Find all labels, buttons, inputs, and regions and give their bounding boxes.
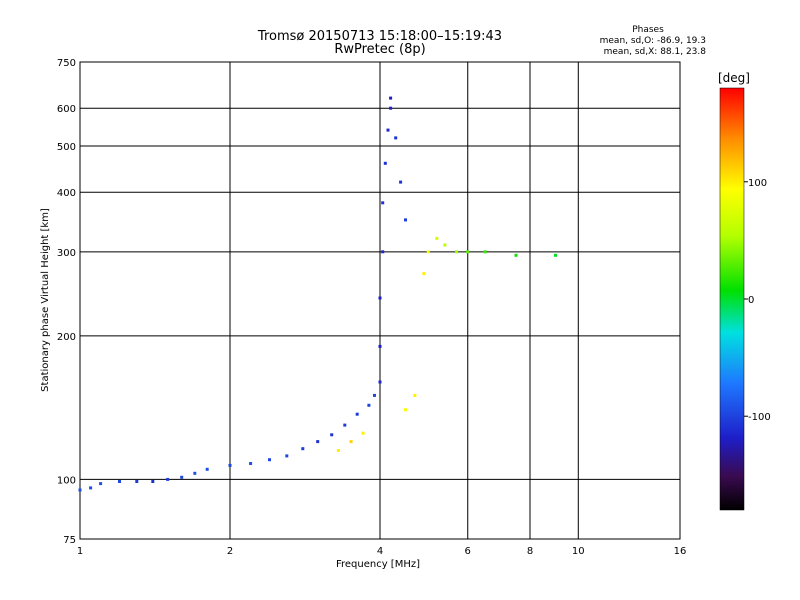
x-tick-label: 4 bbox=[377, 546, 383, 557]
data-point bbox=[205, 467, 209, 471]
data-point bbox=[389, 106, 393, 110]
data-point bbox=[228, 463, 232, 467]
y-tick-label: 100 bbox=[57, 475, 76, 486]
y-tick-label: 600 bbox=[57, 104, 76, 115]
x-tick-label: 6 bbox=[465, 546, 471, 557]
colorbar-label: [deg] bbox=[718, 71, 750, 85]
data-point bbox=[193, 471, 197, 475]
data-point bbox=[180, 475, 184, 479]
data-point bbox=[399, 180, 403, 184]
data-point bbox=[99, 482, 103, 486]
y-tick-label: 400 bbox=[57, 188, 76, 199]
data-point bbox=[135, 480, 139, 483]
data-point bbox=[118, 480, 121, 483]
y-tick-label: 200 bbox=[57, 332, 76, 343]
x-axis-label: Frequency [MHz] bbox=[336, 559, 420, 570]
data-point bbox=[151, 480, 155, 483]
x-tick-label: 2 bbox=[227, 546, 233, 557]
data-point bbox=[404, 408, 407, 412]
data-point bbox=[422, 272, 426, 276]
x-tick-label: 10 bbox=[572, 546, 585, 557]
chart-subtitle: RwPretec (8p) bbox=[334, 42, 425, 57]
data-point bbox=[316, 440, 320, 444]
data-point bbox=[378, 296, 382, 300]
data-point bbox=[378, 344, 382, 348]
data-point bbox=[301, 447, 305, 451]
colorbar-tick-label: 0 bbox=[748, 295, 754, 306]
data-point bbox=[386, 128, 390, 132]
stats-line-x: mean, sd,X: 88.1, 23.8 bbox=[604, 47, 707, 57]
data-point bbox=[78, 488, 82, 492]
x-tick-labels: 1 2 4 6 8 10 16 bbox=[77, 546, 687, 557]
data-point bbox=[455, 250, 459, 254]
data-point bbox=[443, 243, 447, 247]
colorbar-tick-label: -100 bbox=[748, 412, 771, 423]
chart-title: Tromsø 20150713 15:18:00–15:19:43 bbox=[257, 29, 502, 44]
data-point bbox=[355, 412, 359, 416]
data-point bbox=[404, 218, 407, 222]
data-point bbox=[514, 253, 518, 257]
data-point bbox=[383, 161, 387, 165]
data-point bbox=[349, 440, 353, 444]
data-point bbox=[413, 393, 417, 397]
data-point bbox=[483, 250, 487, 254]
data-point bbox=[554, 253, 557, 257]
data-point bbox=[330, 433, 334, 437]
data-point bbox=[361, 431, 365, 435]
data-point bbox=[285, 454, 289, 458]
y-tick-label: 300 bbox=[57, 248, 76, 259]
data-point bbox=[268, 458, 271, 462]
data-point bbox=[394, 136, 398, 140]
y-axis-label: Stationary phase Virtual Height [km] bbox=[40, 208, 51, 392]
data-point bbox=[166, 477, 170, 481]
colorbar bbox=[719, 87, 745, 511]
data-point bbox=[343, 423, 347, 427]
data-point bbox=[373, 393, 376, 397]
data-points bbox=[78, 96, 557, 492]
x-tick-label: 1 bbox=[77, 546, 83, 557]
data-point bbox=[381, 201, 385, 205]
data-point bbox=[389, 96, 393, 100]
data-point bbox=[426, 250, 430, 254]
stats-line-o: mean, sd,O: -86.9, 19.3 bbox=[600, 36, 706, 46]
data-point bbox=[466, 250, 470, 254]
data-point bbox=[249, 462, 253, 465]
y-tick-label: 75 bbox=[63, 535, 76, 546]
x-tick-label: 16 bbox=[674, 546, 687, 557]
stats-header: Phases bbox=[632, 25, 664, 35]
data-point bbox=[381, 250, 385, 254]
data-point bbox=[435, 236, 439, 240]
y-tick-label: 750 bbox=[57, 58, 76, 69]
data-point bbox=[378, 380, 382, 384]
data-point bbox=[367, 403, 371, 407]
y-tick-label: 500 bbox=[57, 142, 76, 153]
y-tick-labels: 75 100 200 300 400 500 600 750 bbox=[57, 58, 76, 546]
data-point bbox=[89, 486, 93, 490]
gridlines bbox=[80, 62, 680, 539]
colorbar-ticks: 100 0 -100 bbox=[744, 178, 771, 423]
colorbar-tick-label: 100 bbox=[748, 178, 767, 189]
x-tick-label: 8 bbox=[527, 546, 533, 557]
data-point bbox=[336, 449, 340, 452]
